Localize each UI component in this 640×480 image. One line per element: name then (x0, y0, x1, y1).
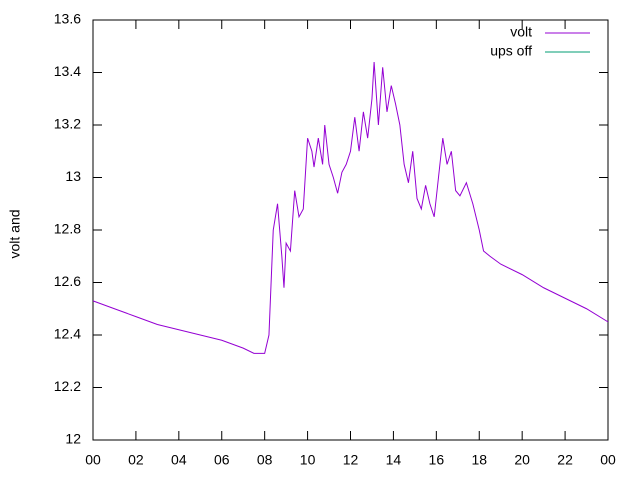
x-tick-label: 00 (600, 452, 616, 468)
data-line (92, 61, 609, 354)
y-tick-label: 13 (65, 168, 81, 184)
y-tick-label: 12 (65, 431, 81, 447)
x-tick-label: 06 (214, 452, 230, 468)
y-tick-label: 12.2 (54, 378, 81, 394)
x-tick-label: 10 (300, 452, 316, 468)
x-tick-label: 16 (429, 452, 445, 468)
x-tick-label: 20 (514, 452, 530, 468)
x-tick-label: 00 (85, 452, 101, 468)
y-tick-label: 12.6 (54, 273, 81, 289)
x-tick-label: 08 (257, 452, 273, 468)
legend-label: volt (510, 24, 532, 40)
plot-border (92, 19, 609, 441)
y-tick-label: 12.4 (54, 326, 81, 342)
y-tick-label: 13.4 (54, 63, 81, 79)
y-axis-label: volt and (7, 209, 23, 258)
x-tick-label: 18 (471, 452, 487, 468)
x-tick-label: 14 (386, 452, 402, 468)
y-tick-label: 13.2 (54, 116, 81, 132)
x-tick-label: 02 (128, 452, 144, 468)
x-tick-label: 04 (171, 452, 187, 468)
y-tick-label: 13.6 (54, 11, 81, 27)
legend-label: ups off (490, 43, 532, 59)
x-tick-label: 12 (343, 452, 359, 468)
y-tick-label: 12.8 (54, 221, 81, 237)
x-tick-label: 22 (557, 452, 573, 468)
